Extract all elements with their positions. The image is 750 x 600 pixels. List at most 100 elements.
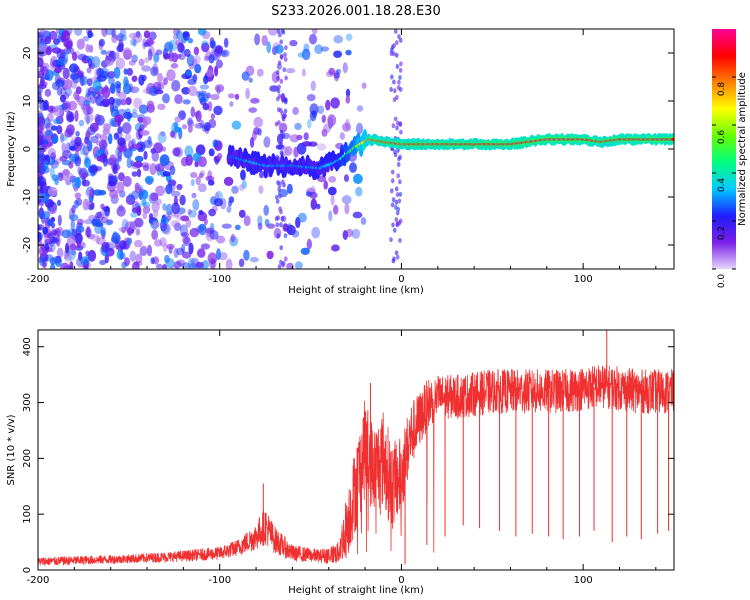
noise-blob: [111, 98, 121, 108]
noise-blob: [297, 212, 307, 223]
noise-blob: [231, 120, 242, 130]
colorbar-label: Normalized spectral amplitude: [737, 72, 748, 226]
noise-blob: [349, 162, 357, 173]
noise-blob: [279, 209, 283, 215]
noise-blob: [393, 149, 397, 155]
noise-blob: [185, 218, 192, 228]
noise-blob: [323, 180, 329, 190]
noise-blob: [278, 32, 282, 38]
noise-blob: [309, 110, 317, 122]
noise-blob: [353, 173, 363, 184]
noise-blob: [198, 210, 204, 215]
noise-blob: [73, 199, 79, 209]
noise-blob: [120, 34, 127, 42]
noise-blob: [150, 257, 155, 265]
noise-blob: [39, 29, 46, 35]
noise-blob: [62, 169, 70, 176]
noise-blob: [213, 105, 223, 116]
noise-blob: [208, 208, 217, 217]
noise-blob: [142, 211, 148, 220]
noise-blob: [113, 66, 121, 79]
noise-blob: [282, 67, 287, 73]
x-tick-label: -200: [27, 274, 50, 285]
noise-blob: [231, 185, 239, 194]
y-tick-label: -10: [22, 189, 33, 205]
noise-blob: [397, 79, 401, 85]
noise-blob: [56, 199, 62, 206]
noise-blob: [189, 262, 197, 269]
noise-blob: [150, 192, 159, 202]
noise-blob: [281, 133, 286, 139]
noise-blob: [134, 182, 140, 191]
noise-blob: [264, 218, 270, 227]
noise-blob: [126, 156, 132, 169]
noise-blob: [277, 60, 282, 66]
noise-blob: [392, 43, 396, 49]
noise-blob: [194, 63, 202, 74]
noise-blob: [144, 175, 154, 184]
noise-blob: [280, 29, 285, 34]
noise-blob: [40, 62, 50, 71]
noise-blob: [398, 75, 402, 80]
noise-blob: [243, 249, 250, 261]
noise-blob: [69, 214, 79, 221]
noise-blob: [49, 58, 57, 70]
noise-blob: [38, 50, 47, 57]
noise-blob: [301, 68, 306, 77]
noise-blob: [392, 227, 397, 233]
noise-blob: [207, 179, 215, 186]
noise-blob: [95, 94, 105, 107]
noise-blob: [398, 191, 403, 197]
noise-blob: [139, 245, 148, 257]
noise-blob: [390, 74, 394, 80]
noise-blob: [192, 199, 200, 211]
noise-blob: [221, 50, 228, 56]
noise-blob: [101, 141, 108, 148]
noise-blob: [209, 230, 219, 240]
noise-blob: [279, 141, 284, 147]
noise-blob: [128, 140, 135, 151]
noise-blob: [344, 203, 350, 215]
noise-blob: [68, 140, 79, 152]
noise-blob: [284, 256, 288, 262]
noise-blob: [234, 93, 240, 100]
noise-blob: [182, 235, 190, 245]
noise-blob: [155, 49, 163, 56]
noise-blob: [47, 112, 54, 123]
noise-blob: [210, 93, 220, 101]
noise-blob: [138, 74, 145, 86]
noise-blob: [197, 248, 206, 258]
snr-ylabel: SNR (10 * v/v): [6, 414, 17, 485]
noise-blob: [333, 50, 343, 58]
noise-blob: [38, 43, 47, 52]
noise-blob: [44, 129, 54, 137]
noise-blob: [58, 172, 64, 182]
noise-blob: [124, 257, 130, 267]
noise-blob: [250, 97, 260, 104]
spectrogram-ylabel: Frequency (Hz): [6, 111, 17, 187]
noise-blob: [188, 209, 197, 218]
noise-blob: [114, 52, 120, 59]
noise-blob: [82, 139, 90, 148]
noise-blob: [306, 238, 312, 250]
noise-blob: [105, 50, 114, 61]
noise-blob: [360, 217, 367, 225]
noise-blob: [216, 248, 221, 261]
noise-blob: [394, 186, 399, 192]
noise-blob: [74, 29, 83, 36]
noise-blob: [277, 84, 281, 90]
noise-blob: [274, 44, 284, 54]
noise-blob: [126, 237, 133, 244]
noise-blob: [89, 122, 99, 132]
noise-blob: [198, 156, 207, 168]
noise-blob: [117, 137, 126, 146]
noise-blob: [132, 38, 137, 47]
noise-blob: [223, 176, 234, 186]
noise-blob: [69, 261, 74, 269]
noise-blob: [42, 226, 49, 235]
noise-blob: [75, 94, 81, 103]
noise-blob: [392, 256, 396, 262]
noise-blob: [38, 248, 43, 254]
noise-blob: [188, 242, 194, 255]
noise-blob: [119, 29, 127, 38]
